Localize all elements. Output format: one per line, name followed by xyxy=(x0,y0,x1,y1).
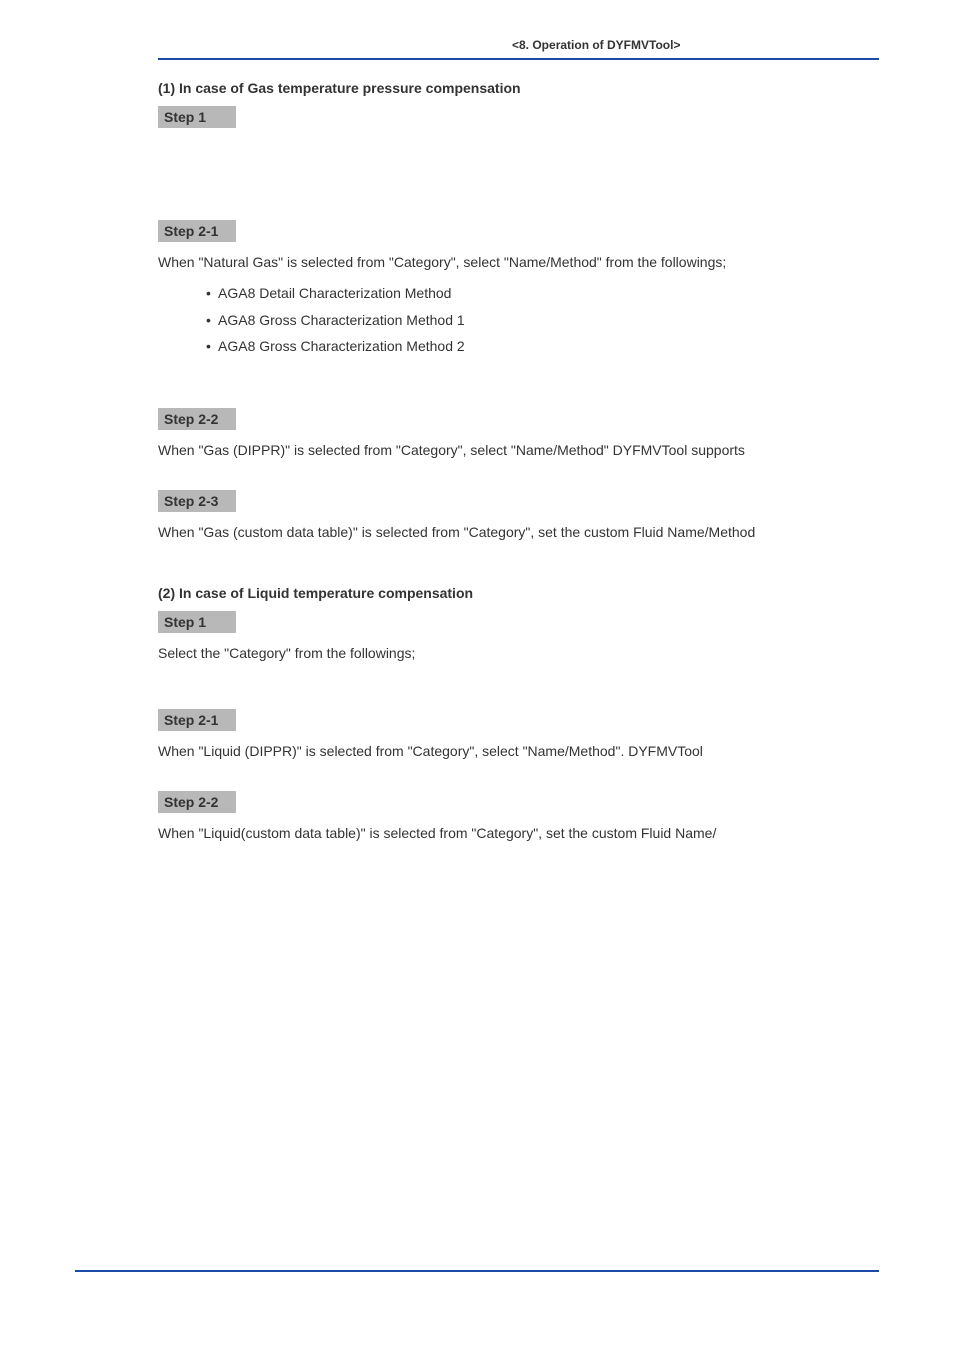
step-label: Step 1 xyxy=(158,106,236,128)
spacer xyxy=(158,769,879,787)
body-text: When "Natural Gas" is selected from "Cat… xyxy=(158,252,879,272)
section2-heading: (2) In case of Liquid temperature compen… xyxy=(158,585,879,601)
spacer xyxy=(158,370,879,404)
spacer xyxy=(158,468,879,486)
step-label: Step 2-1 xyxy=(158,220,236,242)
step-label: Step 1 xyxy=(158,611,236,633)
body-text: When "Gas (custom data table)" is select… xyxy=(158,522,879,542)
spacer xyxy=(158,671,879,705)
header-rule xyxy=(158,58,879,60)
section1-heading: (1) In case of Gas temperature pressure … xyxy=(158,80,879,96)
list-item: AGA8 Gross Characterization Method 1 xyxy=(206,307,879,334)
footer-rule xyxy=(75,1270,879,1272)
page-content: (1) In case of Gas temperature pressure … xyxy=(158,68,879,844)
page-header: <8. Operation of DYFMVTool> xyxy=(158,38,879,60)
step-label: Step 2-2 xyxy=(158,408,236,430)
page: <8. Operation of DYFMVTool> (1) In case … xyxy=(0,0,954,1350)
body-text: When "Gas (DIPPR)" is selected from "Cat… xyxy=(158,440,879,460)
step-label: Step 2-1 xyxy=(158,709,236,731)
list-item: AGA8 Gross Characterization Method 2 xyxy=(206,333,879,360)
step-label: Step 2-2 xyxy=(158,791,236,813)
body-text: When "Liquid (DIPPR)" is selected from "… xyxy=(158,741,879,761)
body-text: When "Liquid(custom data table)" is sele… xyxy=(158,823,879,843)
header-title: <8. Operation of DYFMVTool> xyxy=(158,38,879,58)
step-label: Step 2-3 xyxy=(158,490,236,512)
spacer xyxy=(158,136,879,216)
list-item: AGA8 Detail Characterization Method xyxy=(206,280,879,307)
body-text: Select the "Category" from the following… xyxy=(158,643,879,663)
spacer xyxy=(158,551,879,585)
bullet-list: AGA8 Detail Characterization Method AGA8… xyxy=(206,280,879,360)
